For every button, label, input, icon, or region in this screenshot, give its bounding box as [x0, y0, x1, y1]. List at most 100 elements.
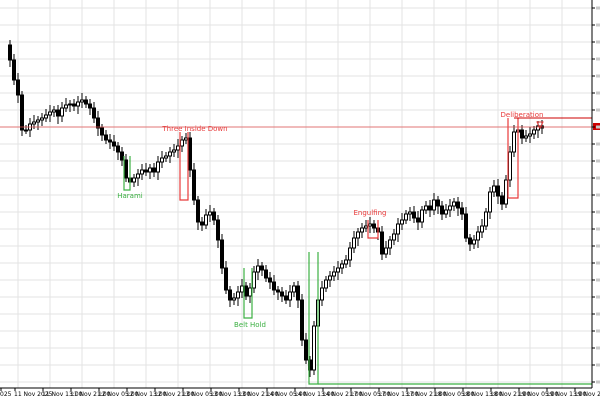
- price-tick-label: [596, 176, 600, 180]
- price-tick-label: [596, 278, 600, 282]
- candle-bull: [232, 297, 236, 301]
- candle-bull: [312, 325, 316, 371]
- time-label: 18 Nov 13:00: [462, 391, 503, 398]
- candle-bear: [96, 117, 100, 129]
- candle-bull: [180, 139, 184, 147]
- candle-bull: [288, 291, 292, 301]
- candle-bull: [292, 285, 296, 293]
- candle-bear: [500, 195, 504, 205]
- candle-bear: [272, 281, 276, 291]
- candle-bull: [32, 121, 36, 125]
- price-tick-label: [596, 312, 600, 316]
- candle-bull: [344, 259, 348, 265]
- candle-bear: [200, 221, 204, 226]
- candle-bull: [328, 275, 332, 281]
- candle-bull: [176, 145, 180, 151]
- candle-bull: [512, 131, 516, 153]
- pattern-label: Harami: [117, 192, 143, 200]
- time-label: 14 Nov 05:00: [266, 391, 307, 398]
- candle-bull: [532, 129, 536, 135]
- candle-bull: [404, 213, 408, 221]
- candle-bear: [436, 199, 440, 207]
- candle-bull: [484, 211, 488, 227]
- candle-bull: [68, 103, 72, 106]
- belt-hold-marker: [243, 268, 253, 319]
- candle-bull: [40, 117, 44, 121]
- candle-bull: [448, 205, 452, 211]
- pattern-label: Deliberation: [501, 111, 544, 119]
- price-tick-label: [596, 40, 600, 44]
- candle-bull: [168, 151, 172, 157]
- pattern-label: Engulfing: [354, 209, 387, 217]
- candle-bull: [348, 247, 352, 261]
- harami-marker: [123, 156, 131, 191]
- pattern-label: Belt Hold: [234, 321, 266, 329]
- candle-bear: [20, 94, 24, 131]
- price-tick-label: [596, 108, 600, 112]
- candle-bull: [164, 155, 168, 159]
- candle-bull: [148, 167, 152, 173]
- time-label: 11 Nov 21:00: [70, 391, 111, 398]
- candle-bull: [208, 211, 212, 216]
- candle-bear: [268, 277, 272, 283]
- candle-bull: [172, 149, 176, 153]
- price-tick-label: [596, 125, 600, 129]
- candle-bear: [56, 109, 60, 117]
- price-tick-label: [596, 295, 600, 299]
- candle-bull: [76, 101, 80, 107]
- candle-bear: [72, 103, 76, 107]
- candle-bear: [216, 219, 220, 241]
- candle-bear: [296, 285, 300, 301]
- candle-bull: [248, 287, 252, 297]
- candle-bear: [8, 44, 12, 61]
- time-label: 13 Nov 21:00: [238, 391, 279, 398]
- price-tick-label: [596, 261, 600, 265]
- candle-bull: [492, 185, 496, 193]
- candle-bear: [116, 145, 120, 153]
- deliberation-marker: [507, 118, 519, 199]
- candle-bull: [424, 205, 428, 211]
- candle-bull: [324, 279, 328, 289]
- candle-bear: [520, 129, 524, 139]
- price-tick-label: [596, 210, 600, 214]
- price-tick-label: [596, 142, 600, 146]
- time-label: 19 Nov 13:00: [546, 391, 587, 398]
- candle-bull: [388, 239, 392, 249]
- price-tick-label: [596, 329, 600, 333]
- candle-bull: [488, 191, 492, 213]
- candle-bull: [524, 135, 528, 139]
- candle-bull: [256, 265, 260, 273]
- candle-bull: [320, 287, 324, 301]
- candle-bull: [528, 133, 532, 137]
- candle-bear: [104, 134, 108, 141]
- candle-bear: [284, 295, 288, 301]
- candle-bull: [140, 169, 144, 175]
- candle-bull: [44, 114, 48, 119]
- candle-bear: [144, 169, 148, 173]
- candle-bull: [472, 239, 476, 245]
- candle-bear: [440, 205, 444, 215]
- candle-bear: [224, 267, 228, 291]
- time-label: 12 Nov 13:00: [126, 391, 167, 398]
- price-tick-label: [596, 380, 600, 384]
- candle-bear: [100, 127, 104, 136]
- price-tick-label: [596, 363, 600, 367]
- candle-bull: [48, 111, 52, 116]
- candle-bear: [152, 167, 156, 173]
- price-tick-label: [596, 193, 600, 197]
- pattern-label: Three Inside Down: [161, 125, 227, 133]
- candle-bear: [220, 239, 224, 269]
- price-tick-label: [596, 227, 600, 231]
- candle-bear: [496, 185, 500, 197]
- candle-bear: [468, 237, 472, 245]
- price-tick-label: [596, 244, 600, 248]
- time-label: 11 Nov 2025: [14, 391, 53, 398]
- candle-bull: [204, 214, 208, 226]
- engulfing-marker: [367, 220, 379, 239]
- candle-bear: [212, 211, 216, 221]
- candle-bear: [260, 265, 264, 271]
- candle-bull: [352, 237, 356, 249]
- time-label: 11 Nov 13:00: [42, 391, 83, 398]
